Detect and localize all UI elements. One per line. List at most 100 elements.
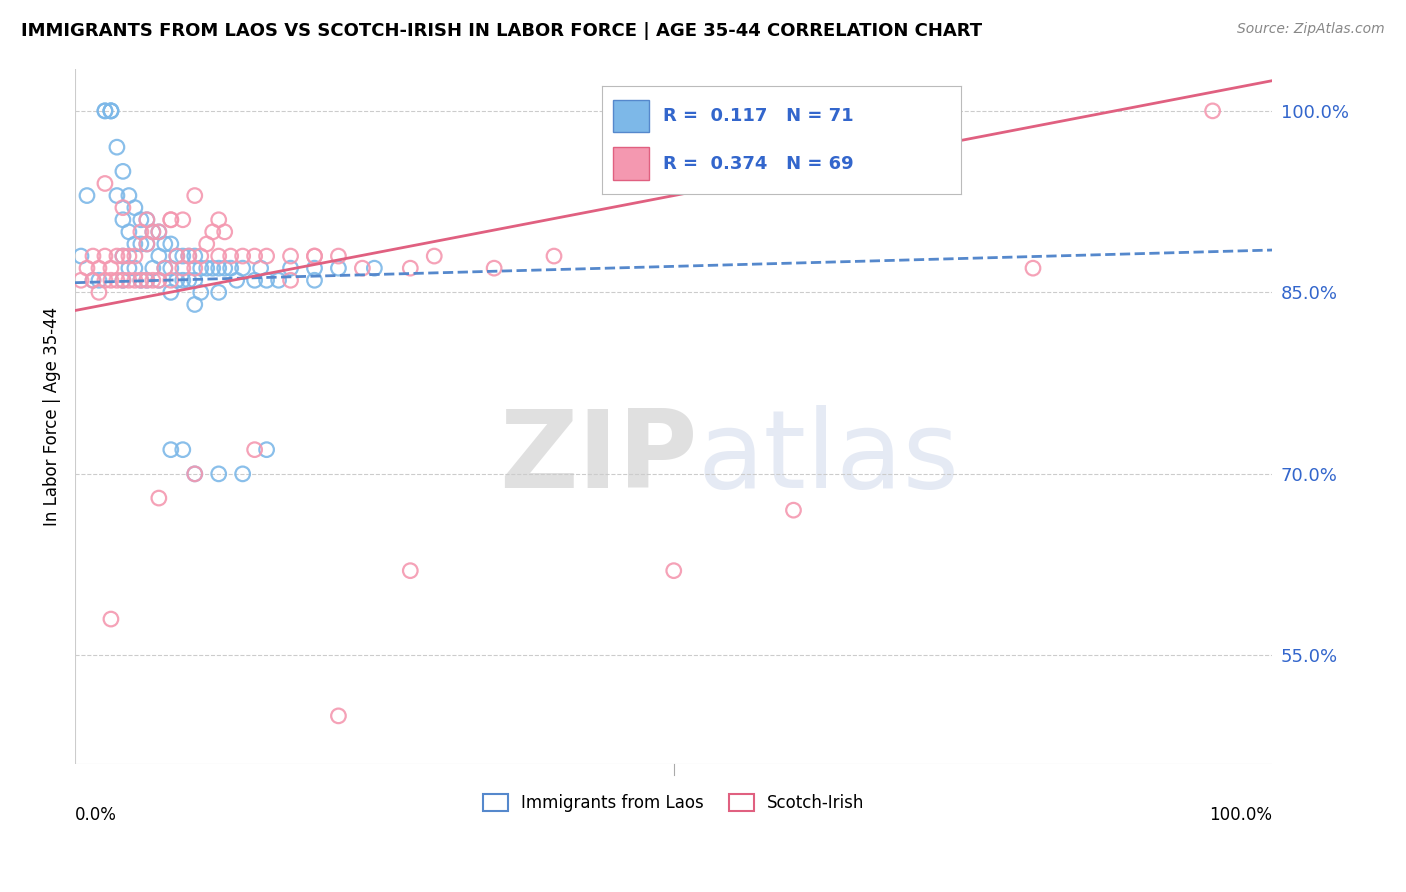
Point <box>214 225 236 239</box>
Point <box>129 273 152 287</box>
Point <box>399 261 422 276</box>
Point <box>159 212 181 227</box>
Point <box>153 237 176 252</box>
Point <box>87 273 110 287</box>
Point <box>172 273 194 287</box>
Point <box>159 212 181 227</box>
Point <box>184 297 207 311</box>
Point <box>148 491 170 505</box>
Point <box>111 273 134 287</box>
Point <box>304 249 326 263</box>
Point <box>129 273 152 287</box>
Point <box>243 442 266 457</box>
Point <box>111 273 134 287</box>
Point <box>87 261 110 276</box>
Point <box>184 249 207 263</box>
Point <box>256 442 278 457</box>
Point <box>100 103 122 118</box>
Point <box>148 273 170 287</box>
Point <box>118 188 141 202</box>
Point <box>70 273 93 287</box>
Point <box>94 273 117 287</box>
Text: IMMIGRANTS FROM LAOS VS SCOTCH-IRISH IN LABOR FORCE | AGE 35-44 CORRELATION CHAR: IMMIGRANTS FROM LAOS VS SCOTCH-IRISH IN … <box>21 22 983 40</box>
Point <box>135 212 157 227</box>
Point <box>100 612 122 626</box>
Point <box>105 140 128 154</box>
Point <box>153 261 176 276</box>
Point <box>105 249 128 263</box>
Text: ZIP: ZIP <box>499 405 697 511</box>
Point <box>118 273 141 287</box>
Point <box>172 249 194 263</box>
Point <box>201 225 224 239</box>
Point <box>135 237 157 252</box>
Point <box>142 225 165 239</box>
Point <box>124 237 146 252</box>
Point <box>118 261 141 276</box>
Point <box>105 188 128 202</box>
Text: atlas: atlas <box>697 405 960 511</box>
Point <box>76 261 98 276</box>
Text: 0.0%: 0.0% <box>75 806 117 824</box>
Point <box>100 103 122 118</box>
Point <box>184 273 207 287</box>
Point <box>304 249 326 263</box>
Text: 100.0%: 100.0% <box>1209 806 1272 824</box>
Point <box>100 261 122 276</box>
Point <box>129 225 152 239</box>
Point <box>124 201 146 215</box>
Point <box>111 201 134 215</box>
Point <box>177 249 200 263</box>
Point <box>142 225 165 239</box>
Point <box>184 467 207 481</box>
Point <box>172 261 194 276</box>
Point <box>304 261 326 276</box>
Point <box>208 261 231 276</box>
Point <box>76 188 98 202</box>
Point <box>482 261 505 276</box>
Point <box>148 225 170 239</box>
Point <box>82 249 104 263</box>
Point <box>124 273 146 287</box>
Point <box>177 273 200 287</box>
Point <box>148 249 170 263</box>
Point <box>195 261 218 276</box>
Point <box>184 261 207 276</box>
Point <box>129 237 152 252</box>
Point <box>159 261 181 276</box>
Point <box>256 249 278 263</box>
Point <box>105 273 128 287</box>
Point <box>166 249 188 263</box>
Point <box>1022 261 1045 276</box>
Point <box>782 503 804 517</box>
Point <box>148 225 170 239</box>
Point <box>135 273 157 287</box>
Point <box>232 249 254 263</box>
Point <box>82 273 104 287</box>
Point <box>249 261 271 276</box>
Point <box>94 249 117 263</box>
Point <box>363 261 385 276</box>
Point <box>148 273 170 287</box>
Legend: Immigrants from Laos, Scotch-Irish: Immigrants from Laos, Scotch-Irish <box>477 787 872 819</box>
Point <box>111 249 134 263</box>
Point <box>214 261 236 276</box>
Point <box>111 212 134 227</box>
Point <box>225 273 247 287</box>
Point <box>111 164 134 178</box>
Point <box>159 442 181 457</box>
Y-axis label: In Labor Force | Age 35-44: In Labor Force | Age 35-44 <box>44 307 60 526</box>
Point <box>208 212 231 227</box>
Point <box>118 249 141 263</box>
Text: Source: ZipAtlas.com: Source: ZipAtlas.com <box>1237 22 1385 37</box>
Point <box>87 285 110 300</box>
Point <box>201 261 224 276</box>
Point <box>662 564 685 578</box>
Point <box>208 249 231 263</box>
Point <box>208 285 231 300</box>
Point <box>543 249 565 263</box>
Point <box>195 237 218 252</box>
Point <box>184 467 207 481</box>
Point <box>399 564 422 578</box>
Point <box>328 249 350 263</box>
